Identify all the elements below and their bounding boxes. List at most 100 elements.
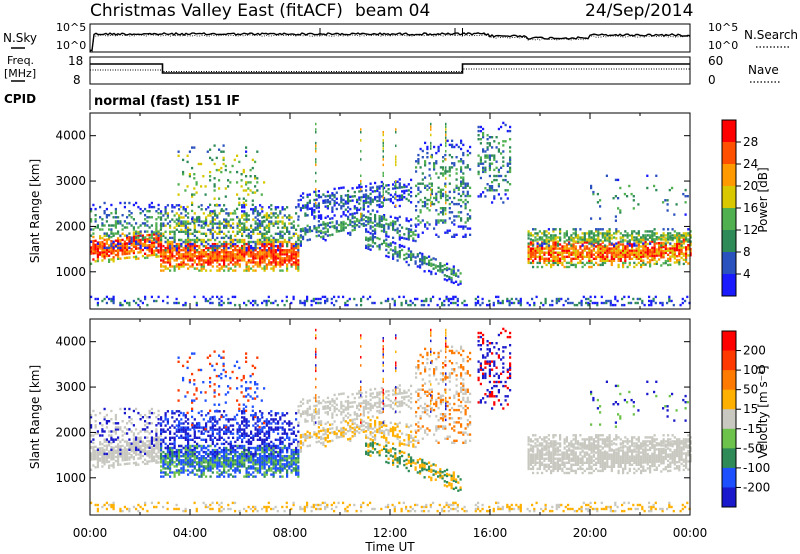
power-cell (491, 162, 494, 165)
power-cell (245, 234, 248, 238)
power-cell (241, 253, 244, 256)
power-cell (640, 257, 643, 260)
power-cell (415, 194, 418, 198)
power-cell (105, 214, 108, 217)
velocity-cell (139, 440, 142, 443)
power-cell (655, 248, 658, 251)
power-cell (451, 139, 454, 142)
velocity-cell (117, 457, 120, 460)
power-cell (209, 210, 212, 213)
power-cell (637, 243, 640, 246)
power-cell (365, 185, 368, 188)
power-cell (198, 263, 201, 266)
power-cell (252, 261, 255, 264)
power-cell (178, 204, 181, 207)
velocity-cell (103, 438, 106, 441)
velocity-cell (160, 461, 163, 464)
power-cell (460, 147, 463, 151)
power-cell (455, 143, 458, 147)
velocity-cell (155, 438, 158, 441)
power-cell (610, 261, 613, 265)
power-cell (596, 301, 599, 305)
power-cell (196, 263, 199, 266)
power-cell (455, 280, 458, 283)
velocity-cell (160, 448, 163, 452)
power-cell (265, 303, 268, 307)
power-cell (331, 210, 334, 213)
power-cell (333, 224, 336, 228)
power-cell (164, 224, 167, 227)
power-cell (242, 170, 245, 174)
power-cell (606, 255, 609, 258)
power-cell (660, 235, 663, 239)
power-cell (214, 253, 217, 256)
power-cell (281, 257, 284, 260)
power-cell (146, 248, 149, 251)
power-cell (637, 238, 640, 241)
power-cell (286, 249, 289, 252)
power-cell (335, 299, 338, 303)
power-cell (196, 251, 199, 254)
power-cell (353, 205, 356, 208)
power-cell (209, 251, 212, 254)
power-cell (160, 269, 163, 272)
power-cell (331, 225, 334, 228)
power-cell (245, 175, 248, 178)
velocity-cell (148, 411, 151, 415)
power-cell (462, 186, 465, 189)
power-cell (396, 217, 399, 220)
velocity-cell (169, 465, 172, 468)
power-cell (207, 238, 210, 242)
power-cell (529, 257, 532, 260)
power-cell (651, 256, 654, 260)
power-cell (105, 252, 108, 256)
power-cell (141, 238, 144, 241)
power-cell (351, 212, 354, 216)
power-cell (552, 259, 555, 262)
power-cell (428, 174, 431, 177)
power-cell (491, 146, 494, 149)
power-cell (457, 275, 460, 278)
velocity-cell (123, 446, 126, 449)
power-cell (202, 253, 205, 256)
power-cell (256, 240, 259, 244)
power-cell (238, 251, 241, 254)
power-cell (653, 238, 656, 241)
power-cell (274, 263, 277, 266)
power-cell (466, 149, 469, 153)
power-cell (565, 261, 568, 265)
power-cell (137, 230, 140, 234)
power-cell (108, 258, 111, 261)
power-cell (268, 222, 271, 225)
power-cell (479, 158, 482, 161)
power-cell (382, 201, 384, 205)
power-cell (196, 249, 199, 252)
velocity-cell (155, 461, 158, 464)
power-cell (676, 232, 679, 235)
power-cell (635, 249, 638, 252)
power-cell (396, 186, 399, 190)
power-cell (455, 172, 458, 175)
power-cell (433, 162, 436, 165)
power-cell (326, 234, 329, 237)
power-cell (171, 257, 174, 260)
velocity-cell (123, 458, 126, 462)
power-cell (200, 240, 203, 244)
power-cell (435, 196, 438, 200)
power-cell (218, 212, 221, 215)
power-cell (241, 216, 244, 219)
velocity-cell (169, 455, 172, 458)
power-cell (286, 216, 289, 219)
power-cell (583, 232, 586, 235)
power-cell (277, 253, 280, 256)
power-cell (243, 257, 246, 260)
velocity-cell (139, 448, 142, 452)
power-cell (624, 249, 627, 252)
power-cell (227, 220, 230, 223)
power-cell (430, 201, 432, 205)
power-cell (274, 232, 277, 235)
power-cell (211, 244, 214, 248)
power-cell (250, 230, 253, 233)
power-cell (135, 236, 138, 239)
power-cell (509, 138, 512, 141)
